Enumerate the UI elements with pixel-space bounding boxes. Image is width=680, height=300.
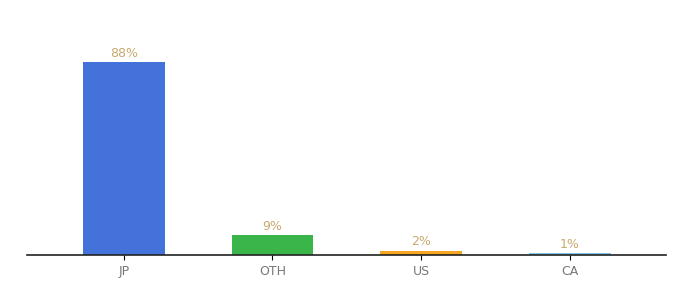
Text: 88%: 88%	[110, 47, 138, 60]
Bar	[83, 62, 165, 255]
Text: 2%: 2%	[411, 236, 431, 248]
Text: 1%: 1%	[560, 238, 580, 250]
Bar	[380, 250, 462, 255]
Text: 9%: 9%	[262, 220, 282, 233]
Bar	[529, 253, 611, 255]
Bar	[232, 235, 313, 255]
